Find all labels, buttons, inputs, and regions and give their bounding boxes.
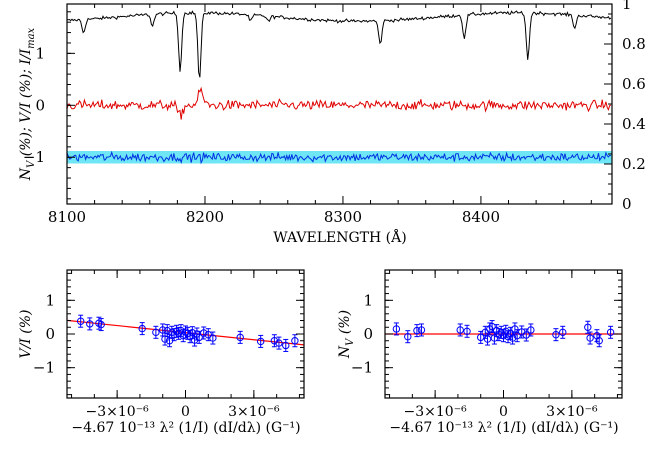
data-point [463, 327, 471, 336]
x-tick-label: 3×10⁻⁶ [228, 404, 280, 420]
data-point [508, 334, 517, 342]
data-point [163, 326, 171, 335]
spectrum-panel: 8100 8200 8300 8400 −1 0 1 0 0.2 0.4 0.6 0.8 1 WAVEL… [18, 0, 646, 246]
null-regression-panel: −3×10⁻⁶ 0 3×10⁻⁶ −1 0 1 −4.67 10⁻¹³ λ² (1/I) … [337, 269, 623, 436]
x-tick-label: 8100 [48, 208, 86, 226]
data-point [172, 327, 181, 336]
data-point [282, 341, 290, 350]
v-regression-panel: −3×10⁻⁶ 0 3×10⁻⁶ −1 0 1 −4.67 10⁻¹³ λ² (1/I) … [18, 269, 305, 436]
data-point [499, 331, 508, 340]
data-point [417, 326, 426, 334]
data-point [275, 339, 283, 347]
data-point [584, 323, 592, 331]
series-line-null [67, 150, 612, 165]
x-tick-label: 8400 [462, 208, 500, 226]
data-point [488, 322, 496, 331]
y2-tick-label: 0.2 [622, 155, 646, 173]
y-tick-label: 0 [363, 325, 373, 343]
data-point [257, 337, 265, 346]
data-point [552, 330, 560, 339]
x-tick-label: 8200 [186, 208, 224, 226]
y-tick-label: −1 [33, 359, 55, 377]
spectrum-y-axis-label: NV (%); V/I (%); I/Imax [18, 27, 37, 181]
y-tick-label: −1 [23, 148, 45, 166]
nv-ylabel-rest: (%) [337, 310, 353, 339]
ylabel-part-middle: (%); V/I (%); I/I [18, 48, 34, 160]
data-point [392, 325, 401, 333]
data-point [595, 337, 603, 345]
data-point [97, 320, 105, 329]
data-point [190, 336, 199, 344]
data-point [513, 331, 521, 340]
null-regression-y-axis-label: NV (%) [337, 310, 356, 359]
y-tick-label: 1 [45, 291, 55, 309]
series-line-stokes_v [67, 86, 612, 120]
x-tick-label: 3×10⁻⁶ [546, 404, 598, 420]
x-tick-label: 8300 [324, 208, 362, 226]
data-point [236, 333, 244, 342]
y-tick-label: 0 [45, 325, 55, 343]
data-point [86, 320, 94, 328]
data-point [586, 334, 594, 342]
data-point [477, 333, 485, 342]
data-point [179, 331, 187, 340]
data-point [188, 328, 197, 337]
v-regression-y-axis-label: V/I (%) [18, 309, 34, 358]
ylabel-part-n: N [18, 167, 34, 181]
null-regression-data [385, 320, 622, 348]
y-tick-label: −1 [351, 359, 373, 377]
null-regression-ticks: −3×10⁻⁶ 0 3×10⁻⁶ −1 0 1 [351, 270, 622, 420]
data-point [209, 334, 217, 342]
v-regression-ticks: −3×10⁻⁶ 0 3×10⁻⁶ −1 0 1 [33, 270, 304, 420]
y2-tick-label: 0.8 [622, 35, 646, 53]
data-point [522, 331, 530, 339]
null-regression-x-axis-label: −4.67 10⁻¹³ λ² (1/I) (dI/dλ) (G⁻¹) [389, 420, 618, 436]
data-point [492, 326, 501, 335]
data-point [456, 326, 464, 334]
x-tick-label: −3×10⁻⁶ [86, 404, 150, 420]
v-regression-data [67, 314, 304, 352]
data-point [76, 317, 85, 325]
spectrum-lines [67, 10, 612, 165]
y2-tick-label: 0.4 [622, 115, 646, 133]
x-tick-label: 0 [181, 404, 190, 420]
data-point [413, 326, 421, 335]
y2-tick-label: 0 [622, 195, 632, 213]
nv-ylabel-n: N [337, 345, 353, 359]
spectrum-x-axis-label: WAVELENGTH (Å) [273, 228, 406, 246]
spectrum-ticks: 8100 8200 8300 8400 −1 0 1 0 0.2 0.4 0.6 0.8 1 [23, 0, 646, 226]
x-tick-label: −3×10⁻⁶ [404, 404, 468, 420]
data-point [138, 324, 146, 333]
y-tick-label: 0 [35, 96, 45, 114]
data-point [527, 326, 535, 334]
y2-tick-label: 1 [622, 0, 632, 13]
y2-tick-label: 0.6 [622, 75, 646, 93]
data-point [152, 328, 160, 337]
y-tick-label: 1 [363, 291, 373, 309]
x-tick-label: 0 [499, 404, 508, 420]
nv-ylabel-v-subscript: V [345, 337, 356, 346]
ylabel-part-max-subscript: max [26, 27, 37, 48]
data-point [161, 335, 169, 343]
series-line-intensity [67, 10, 612, 78]
data-point [200, 329, 208, 337]
data-point [606, 328, 615, 337]
data-point [404, 332, 412, 341]
data-point [291, 337, 299, 345]
data-point [559, 328, 567, 337]
data-point [270, 337, 279, 345]
y-tick-label: 1 [35, 44, 45, 62]
data-point [506, 329, 515, 338]
data-point [165, 337, 174, 345]
v-regression-x-axis-label: −4.67 10⁻¹³ λ² (1/I) (dI/dλ) (G⁻¹) [71, 420, 300, 436]
data-point [483, 335, 492, 343]
ylabel-part-v-subscript: V [26, 159, 37, 168]
